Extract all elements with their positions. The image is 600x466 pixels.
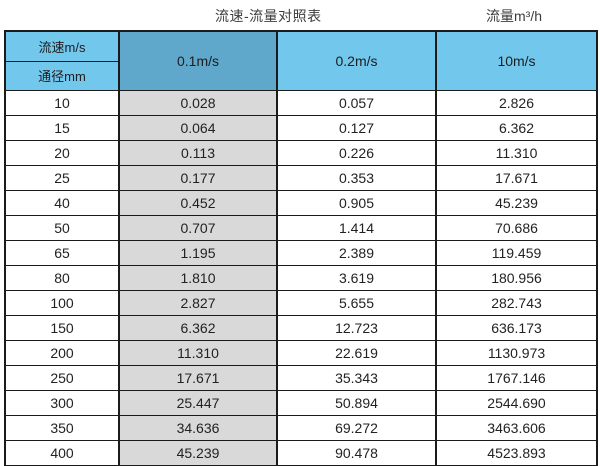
value-cell: 1.810 [118,265,278,291]
value-cell: 90.478 [276,440,437,466]
value-cell: 11.310 [435,140,598,166]
diameter-cell: 65 [4,240,120,266]
value-cell: 0.905 [276,190,437,216]
table-row: 80 1.810 3.619 180.956 [4,265,598,291]
value-cell: 17.671 [435,165,598,191]
value-cell: 6.362 [118,315,278,341]
value-cell: 0.226 [276,140,437,166]
diameter-cell: 350 [4,415,120,441]
value-cell: 1.195 [118,240,278,266]
diameter-cell: 40 [4,190,120,216]
table-row: 100 2.827 5.655 282.743 [4,290,598,316]
value-cell: 2.389 [276,240,437,266]
flow-table-body: 10 0.028 0.057 2.826 15 0.064 0.127 6.362 20 0.11… [4,90,598,466]
value-cell: 2544.690 [435,390,598,416]
value-cell: 636.173 [435,315,598,341]
value-cell: 17.671 [118,365,278,391]
table-row: 400 45.239 90.478 4523.893 [4,440,598,466]
value-cell: 1130.973 [435,340,598,366]
value-cell: 0.353 [276,165,437,191]
value-cell: 1.414 [276,215,437,241]
value-cell: 282.743 [435,290,598,316]
table-row: 50 0.707 1.414 70.686 [4,215,598,241]
value-cell: 1767.146 [435,365,598,391]
value-cell: 45.239 [435,190,598,216]
table-row: 250 17.671 35.343 1767.146 [4,365,598,391]
value-cell: 2.826 [435,90,598,116]
value-cell: 50.894 [276,390,437,416]
table-row: 25 0.177 0.353 17.671 [4,165,598,191]
table-row: 350 34.636 69.272 3463.606 [4,415,598,441]
table-title: 流速-流量对照表 [215,8,322,24]
corner-label-diameter: 通径mm [38,69,86,85]
table-row: 10 0.028 0.057 2.826 [4,90,598,116]
table-row: 150 6.362 12.723 636.173 [4,315,598,341]
table-row: 40 0.452 0.905 45.239 [4,190,598,216]
flow-rate-table: 流速m/s 通径mm 0.1m/s 0.2m/s 10m/s 10 0.028 0.… [4,30,598,466]
corner-header-cell: 流速m/s 通径mm [4,30,120,91]
diameter-cell: 250 [4,365,120,391]
diameter-cell: 80 [4,265,120,291]
value-cell: 69.272 [276,415,437,441]
value-cell: 0.028 [118,90,278,116]
value-cell: 45.239 [118,440,278,466]
column-header-0.2ms: 0.2m/s [276,30,437,91]
value-cell: 0.113 [118,140,278,166]
value-cell: 6.362 [435,115,598,141]
column-header-0.1ms: 0.1m/s [118,30,278,91]
table-row: 20 0.113 0.226 11.310 [4,140,598,166]
value-cell: 3463.606 [435,415,598,441]
value-cell: 5.655 [276,290,437,316]
value-cell: 3.619 [276,265,437,291]
value-cell: 25.447 [118,390,278,416]
value-cell: 35.343 [276,365,437,391]
value-cell: 119.459 [435,240,598,266]
value-cell: 22.619 [276,340,437,366]
value-cell: 180.956 [435,265,598,291]
diameter-cell: 150 [4,315,120,341]
diameter-cell: 10 [4,90,120,116]
value-cell: 0.064 [118,115,278,141]
diameter-cell: 400 [4,440,120,466]
value-cell: 11.310 [118,340,278,366]
value-cell: 0.057 [276,90,437,116]
table-header: 流速m/s 通径mm 0.1m/s 0.2m/s 10m/s [4,30,598,91]
titlebar: 流速-流量对照表 流量m³/h [0,0,600,30]
diameter-cell: 15 [4,115,120,141]
diameter-cell: 200 [4,340,120,366]
value-cell: 0.177 [118,165,278,191]
value-cell: 12.723 [276,315,437,341]
value-cell: 4523.893 [435,440,598,466]
value-cell: 70.686 [435,215,598,241]
value-cell: 34.636 [118,415,278,441]
diameter-cell: 50 [4,215,120,241]
header-row: 流速m/s 通径mm 0.1m/s 0.2m/s 10m/s [4,30,598,91]
value-cell: 0.452 [118,190,278,216]
unit-label: 流量m³/h [486,8,542,24]
value-cell: 2.827 [118,290,278,316]
diameter-cell: 300 [4,390,120,416]
table-row: 300 25.447 50.894 2544.690 [4,390,598,416]
corner-stack: 流速m/s 通径mm [7,32,117,90]
corner-label-velocity: 流速m/s [7,32,117,62]
value-cell: 0.127 [276,115,437,141]
diameter-cell: 25 [4,165,120,191]
column-header-10ms: 10m/s [435,30,598,91]
diameter-cell: 100 [4,290,120,316]
table-row: 15 0.064 0.127 6.362 [4,115,598,141]
table-row: 65 1.195 2.389 119.459 [4,240,598,266]
value-cell: 0.707 [118,215,278,241]
table-row: 200 11.310 22.619 1130.973 [4,340,598,366]
diameter-cell: 20 [4,140,120,166]
